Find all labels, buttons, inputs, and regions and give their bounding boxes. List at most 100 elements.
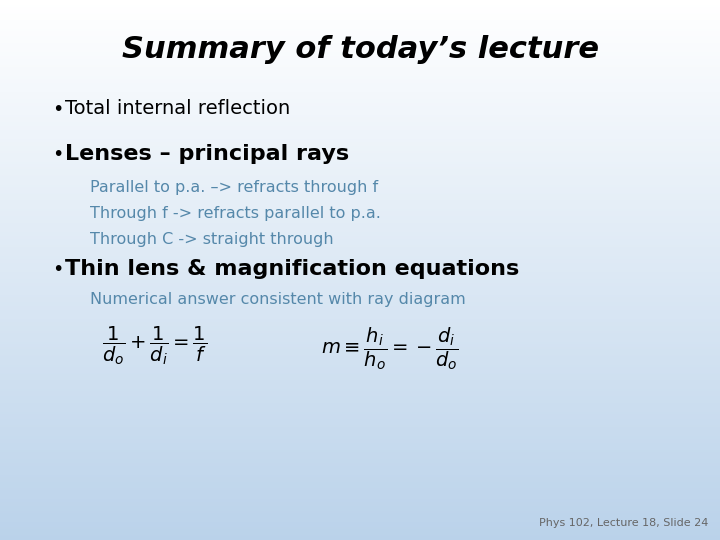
Bar xyxy=(0,336,720,339)
Bar xyxy=(0,315,720,317)
Bar xyxy=(0,437,720,439)
Bar xyxy=(0,362,720,363)
Text: Phys 102, Lecture 18, Slide 24: Phys 102, Lecture 18, Slide 24 xyxy=(539,518,708,528)
Bar xyxy=(0,255,720,258)
Bar xyxy=(0,490,720,491)
Bar xyxy=(0,227,720,228)
Bar xyxy=(0,158,720,160)
Bar xyxy=(0,232,720,234)
Bar xyxy=(0,58,720,59)
Bar xyxy=(0,286,720,288)
Bar xyxy=(0,77,720,79)
Bar xyxy=(0,425,720,427)
Bar xyxy=(0,504,720,506)
Bar xyxy=(0,247,720,248)
Bar xyxy=(0,150,720,151)
Bar xyxy=(0,324,720,326)
Bar xyxy=(0,76,720,77)
Bar xyxy=(0,258,720,259)
Bar xyxy=(0,513,720,515)
Bar xyxy=(0,329,720,331)
Bar xyxy=(0,299,720,301)
Bar xyxy=(0,254,720,255)
Bar xyxy=(0,223,720,225)
Bar xyxy=(0,110,720,112)
Bar xyxy=(0,115,720,117)
Bar xyxy=(0,265,720,266)
Bar xyxy=(0,49,720,50)
Bar xyxy=(0,130,720,131)
Bar xyxy=(0,511,720,513)
Bar xyxy=(0,39,720,42)
Bar xyxy=(0,313,720,315)
Bar xyxy=(0,15,720,16)
Bar xyxy=(0,97,720,99)
Text: Thin lens & magnification equations: Thin lens & magnification equations xyxy=(65,259,519,279)
Bar xyxy=(0,187,720,189)
Bar xyxy=(0,401,720,403)
Bar xyxy=(0,371,720,373)
Bar xyxy=(0,331,720,333)
Bar xyxy=(0,263,720,265)
Bar xyxy=(0,427,720,428)
Bar xyxy=(0,151,720,153)
Bar xyxy=(0,477,720,479)
Bar xyxy=(0,320,720,322)
Bar xyxy=(0,412,720,414)
Bar xyxy=(0,135,720,137)
Bar xyxy=(0,328,720,329)
Bar xyxy=(0,535,720,536)
Bar xyxy=(0,231,720,232)
Bar xyxy=(0,167,720,169)
Bar xyxy=(0,146,720,147)
Bar xyxy=(0,119,720,120)
Text: $m \equiv \dfrac{h_i}{h_o} = -\dfrac{d_i}{d_o}$: $m \equiv \dfrac{h_i}{h_o} = -\dfrac{d_i… xyxy=(321,325,459,372)
Bar xyxy=(0,295,720,297)
Bar xyxy=(0,106,720,108)
Bar xyxy=(0,112,720,113)
Bar xyxy=(0,205,720,207)
Bar xyxy=(0,374,720,376)
Bar xyxy=(0,383,720,385)
Bar xyxy=(0,189,720,191)
Bar xyxy=(0,400,720,401)
Bar xyxy=(0,72,720,74)
Bar xyxy=(0,7,720,9)
Bar xyxy=(0,529,720,531)
Bar xyxy=(0,536,720,538)
Bar xyxy=(0,128,720,130)
Bar xyxy=(0,139,720,140)
Bar xyxy=(0,420,720,421)
Bar xyxy=(0,155,720,157)
Bar xyxy=(0,282,720,285)
Bar xyxy=(0,342,720,344)
Bar xyxy=(0,312,720,313)
Bar xyxy=(0,131,720,133)
Bar xyxy=(0,430,720,432)
Bar xyxy=(0,448,720,450)
Bar xyxy=(0,238,720,239)
Bar xyxy=(0,22,720,23)
Bar xyxy=(0,347,720,349)
Bar xyxy=(0,405,720,407)
Bar xyxy=(0,382,720,383)
Bar xyxy=(0,204,720,205)
Bar xyxy=(0,380,720,382)
Bar xyxy=(0,493,720,495)
Bar xyxy=(0,443,720,444)
Bar xyxy=(0,243,720,245)
Bar xyxy=(0,293,720,295)
Bar xyxy=(0,63,720,65)
Bar xyxy=(0,301,720,302)
Bar xyxy=(0,497,720,498)
Bar xyxy=(0,486,720,488)
Bar xyxy=(0,297,720,299)
Bar xyxy=(0,434,720,436)
Bar xyxy=(0,266,720,268)
Bar xyxy=(0,439,720,441)
Bar xyxy=(0,270,720,272)
Bar xyxy=(0,194,720,196)
Bar xyxy=(0,538,720,540)
Text: Through f -> refracts parallel to p.a.: Through f -> refracts parallel to p.a. xyxy=(90,206,381,221)
Bar xyxy=(0,353,720,355)
